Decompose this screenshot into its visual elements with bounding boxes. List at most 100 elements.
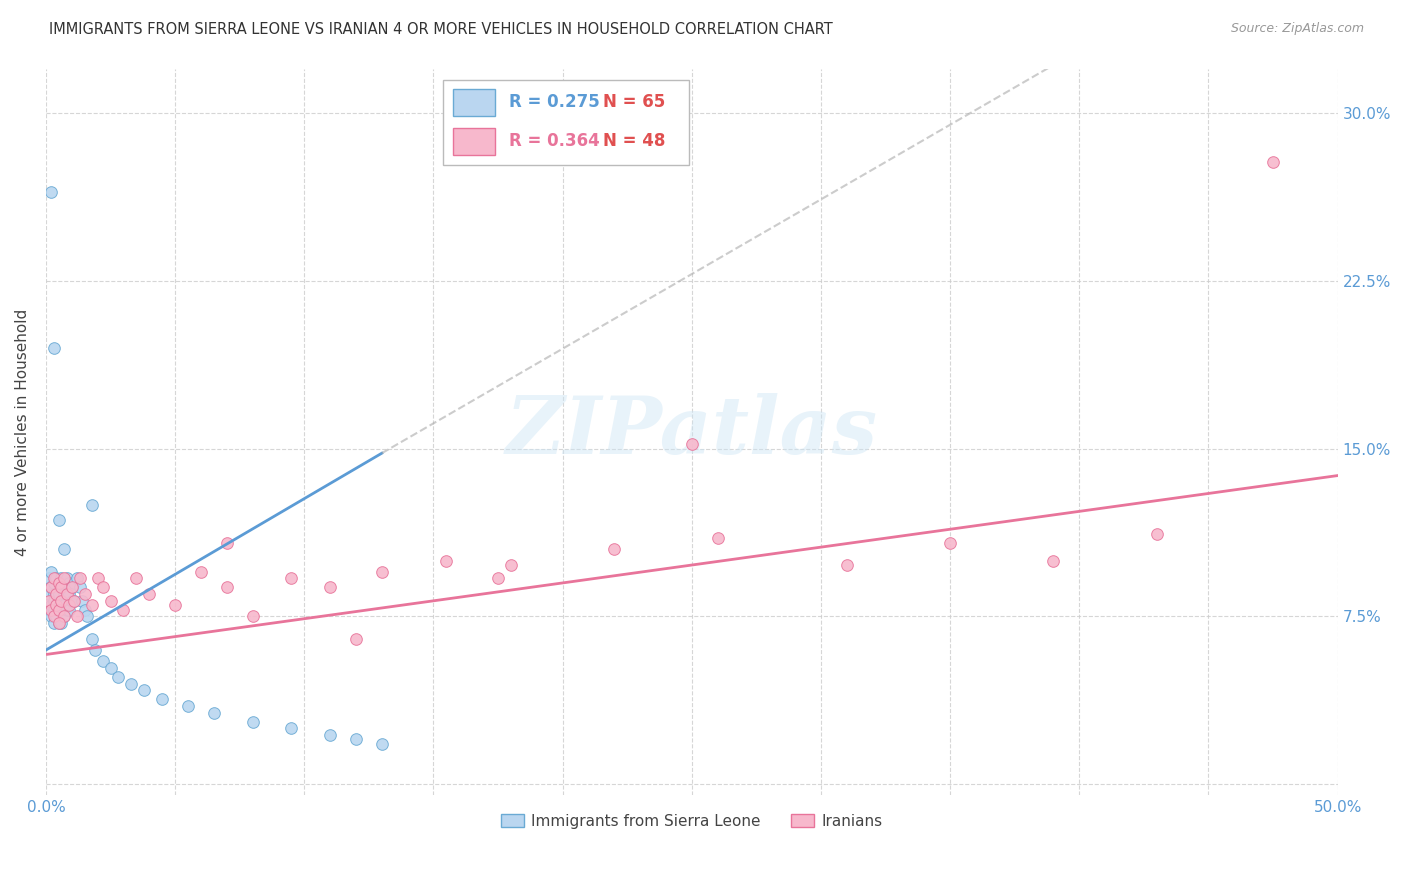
- Point: [53, 542, 76, 557]
- Point: [603, 542, 626, 557]
- Point: [42, 609, 65, 624]
- Point: [38, 594, 60, 608]
- Point: [107, 670, 129, 684]
- Point: [55, 587, 77, 601]
- Text: R = 0.364: R = 0.364: [509, 132, 600, 150]
- Point: [42, 603, 65, 617]
- Point: [280, 571, 302, 585]
- Point: [1261, 155, 1284, 169]
- Point: [48, 599, 70, 613]
- Point: [63, 594, 86, 608]
- Point: [1146, 526, 1168, 541]
- Point: [939, 535, 962, 549]
- Point: [371, 737, 394, 751]
- Point: [42, 594, 65, 608]
- Text: N = 65: N = 65: [603, 94, 665, 112]
- Point: [39, 581, 62, 595]
- Point: [51, 571, 73, 585]
- Point: [63, 576, 86, 591]
- Point: [280, 721, 302, 735]
- Point: [66, 609, 89, 624]
- Point: [165, 599, 187, 613]
- Point: [125, 571, 148, 585]
- Point: [73, 603, 96, 617]
- Point: [344, 732, 367, 747]
- Point: [242, 714, 264, 729]
- Point: [319, 581, 342, 595]
- Point: [42, 341, 65, 355]
- Point: [91, 654, 114, 668]
- Point: [86, 571, 108, 585]
- Point: [45, 587, 67, 601]
- Point: [51, 616, 73, 631]
- Point: [53, 571, 76, 585]
- Point: [66, 571, 89, 585]
- Point: [42, 571, 65, 585]
- Point: [55, 587, 77, 601]
- Point: [48, 576, 70, 591]
- Point: [120, 676, 142, 690]
- Point: [39, 609, 62, 624]
- Point: [150, 692, 173, 706]
- Point: [91, 581, 114, 595]
- Point: [138, 587, 160, 601]
- Point: [215, 581, 238, 595]
- Point: [53, 587, 76, 601]
- Point: [319, 728, 342, 742]
- Point: [39, 581, 62, 595]
- Point: [42, 616, 65, 631]
- Point: [60, 594, 83, 608]
- Point: [190, 565, 212, 579]
- Point: [39, 565, 62, 579]
- FancyBboxPatch shape: [443, 80, 689, 165]
- Legend: Immigrants from Sierra Leone, Iranians: Immigrants from Sierra Leone, Iranians: [495, 808, 889, 835]
- Y-axis label: 4 or more Vehicles in Household: 4 or more Vehicles in Household: [15, 309, 30, 556]
- Point: [53, 609, 76, 624]
- Point: [45, 599, 67, 613]
- FancyBboxPatch shape: [453, 128, 495, 155]
- Point: [681, 437, 703, 451]
- Point: [38, 603, 60, 617]
- Point: [45, 609, 67, 624]
- Point: [69, 581, 91, 595]
- Point: [55, 603, 77, 617]
- Point: [215, 535, 238, 549]
- Point: [51, 581, 73, 595]
- Point: [100, 661, 122, 675]
- Point: [58, 603, 80, 617]
- Point: [60, 581, 83, 595]
- Point: [69, 571, 91, 585]
- Point: [53, 576, 76, 591]
- Point: [38, 571, 60, 585]
- Point: [51, 603, 73, 617]
- Point: [51, 594, 73, 608]
- Point: [486, 571, 509, 585]
- Point: [51, 594, 73, 608]
- Point: [706, 531, 728, 545]
- Text: IMMIGRANTS FROM SIERRA LEONE VS IRANIAN 4 OR MORE VEHICLES IN HOUSEHOLD CORRELAT: IMMIGRANTS FROM SIERRA LEONE VS IRANIAN …: [49, 22, 832, 37]
- Point: [70, 594, 93, 608]
- Point: [82, 599, 104, 613]
- Point: [84, 643, 107, 657]
- Point: [53, 599, 76, 613]
- Point: [38, 587, 60, 601]
- Point: [1042, 553, 1064, 567]
- Point: [45, 587, 67, 601]
- Point: [39, 599, 62, 613]
- Point: [53, 609, 76, 624]
- Point: [48, 603, 70, 617]
- Point: [42, 576, 65, 591]
- FancyBboxPatch shape: [453, 89, 495, 116]
- Point: [55, 571, 77, 585]
- Point: [371, 565, 394, 579]
- Point: [45, 599, 67, 613]
- Point: [112, 603, 135, 617]
- Point: [45, 571, 67, 585]
- Point: [60, 581, 83, 595]
- Point: [58, 576, 80, 591]
- Point: [48, 576, 70, 591]
- Point: [202, 706, 225, 720]
- Point: [48, 616, 70, 631]
- Point: [48, 603, 70, 617]
- Text: Source: ZipAtlas.com: Source: ZipAtlas.com: [1230, 22, 1364, 36]
